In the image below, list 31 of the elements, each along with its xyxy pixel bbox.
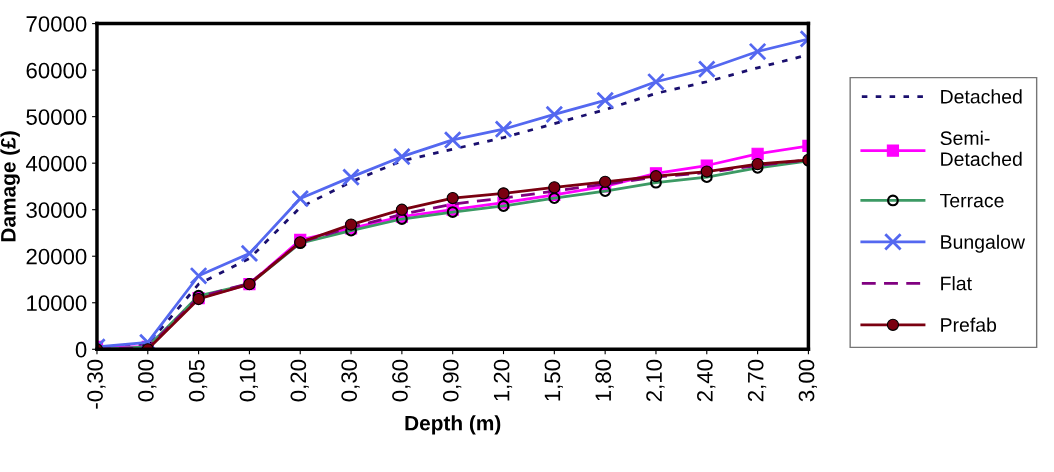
x-tick-label: 2,10 — [646, 359, 665, 402]
x-tick-label: 0,90 — [442, 359, 462, 402]
y-tick-label: 50000 — [26, 109, 87, 125]
legend-label: Terrace — [940, 193, 1004, 208]
y-axis-title: Damage (£) — [0, 131, 20, 242]
legend-label: Flat — [941, 276, 972, 291]
y-tick-label: 60000 — [26, 62, 87, 79]
y-tick-label: 10000 — [27, 295, 87, 312]
x-tick-label: 2,40 — [697, 359, 716, 402]
legend-label: Detached — [941, 89, 1022, 104]
y-tick-label: 20000 — [26, 248, 87, 265]
legend-label: Semi- Detached — [940, 130, 1022, 166]
y-tick-label: 0 — [75, 341, 87, 358]
x-tick-label: 0,00 — [138, 359, 157, 402]
y-tick-label: 30000 — [26, 202, 87, 218]
x-axis-title: Depth (m) — [405, 415, 501, 435]
x-tick-label: 0,60 — [392, 359, 411, 402]
x-tick-label: 0,05 — [188, 359, 208, 402]
x-tick-label: 1,20 — [493, 359, 513, 401]
x-tick-label: 3,00 — [798, 359, 818, 402]
x-tick-label: -0,30 — [87, 359, 106, 409]
x-tick-label: 1,50 — [544, 359, 563, 401]
x-tick-label: 1,80 — [595, 359, 614, 401]
y-tick-label: 70000 — [26, 16, 87, 32]
legend-label: Bungalow — [941, 234, 1026, 253]
legend-label: Prefab — [941, 317, 997, 332]
x-tick-label: 0,10 — [239, 359, 259, 402]
x-tick-label: 2,70 — [747, 359, 767, 402]
x-tick-label: 0,30 — [341, 359, 360, 402]
y-tick-label: 40000 — [25, 155, 87, 172]
x-tick-label: 0,20 — [290, 359, 309, 402]
